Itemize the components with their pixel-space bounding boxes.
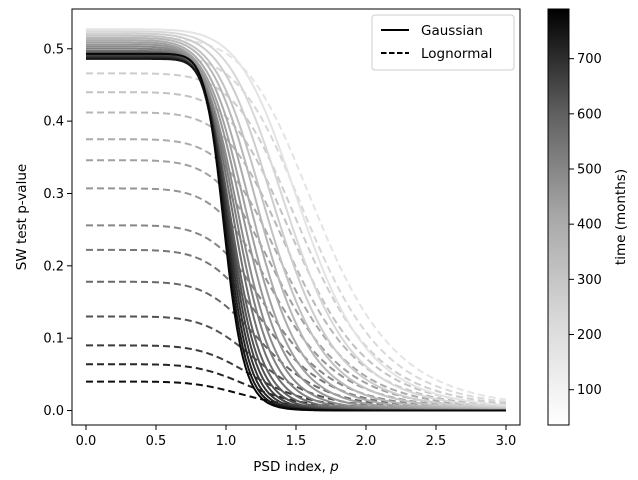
gaussian-line-2 <box>86 32 507 410</box>
gaussian-line-0 <box>86 28 507 407</box>
colorbar-tick-label: 400 <box>577 218 602 233</box>
colorbar: 100 200 300 400 500 600 700 time (months) <box>547 8 629 426</box>
legend: Gaussian Lognormal <box>371 14 515 71</box>
colorbar-tick-label: 300 <box>577 273 602 288</box>
series-layer <box>86 28 507 412</box>
x-tick-label: 0.0 <box>76 434 97 449</box>
colorbar-tick-label: 200 <box>577 328 602 343</box>
gaussian-line-4 <box>86 36 507 411</box>
x-axis: 0.0 0.5 1.0 1.5 2.0 2.5 3.0 <box>76 425 517 449</box>
y-tick-label: 0.4 <box>43 115 64 130</box>
lognormal-line-11 <box>86 315 507 411</box>
legend-lognormal-label: Lognormal <box>421 46 492 62</box>
x-tick-label: 2.5 <box>426 434 447 449</box>
colorbar-tick-label: 700 <box>577 52 602 67</box>
colorbar-ticks: 100 200 300 400 500 600 700 <box>569 52 602 398</box>
x-tick-label: 1.0 <box>216 434 237 449</box>
x-tick-label: 0.5 <box>146 434 167 449</box>
y-tick-label: 0.5 <box>43 42 64 57</box>
lognormal-line-5 <box>86 138 507 409</box>
y-tick-label: 0.2 <box>43 259 64 274</box>
colorbar-gradient <box>547 8 570 426</box>
colorbar-tick-label: 100 <box>577 383 602 398</box>
y-axis: 0.0 0.1 0.2 0.3 0.4 0.5 <box>43 42 72 419</box>
x-tick-label: 2.0 <box>356 434 377 449</box>
legend-gaussian-label: Gaussian <box>421 23 483 39</box>
gaussian-line-3 <box>86 34 507 410</box>
colorbar-tick-label: 500 <box>577 163 602 178</box>
y-axis-label: SW test p-value <box>14 164 30 270</box>
colorbar-label: time (months) <box>613 169 629 265</box>
gaussian-line-1 <box>86 30 507 408</box>
x-tick-label: 3.0 <box>496 434 517 449</box>
legend-box <box>371 14 515 71</box>
y-tick-label: 0.0 <box>43 404 64 419</box>
gaussian-line-17 <box>86 52 506 412</box>
lognormal-line-4 <box>86 111 507 408</box>
x-tick-label: 1.5 <box>286 434 307 449</box>
y-tick-label: 0.1 <box>43 332 64 347</box>
y-tick-label: 0.3 <box>43 187 64 202</box>
x-axis-label: PSD index, p <box>253 459 339 475</box>
colorbar-tick-label: 600 <box>577 107 602 122</box>
lognormal-line-2 <box>86 72 507 405</box>
